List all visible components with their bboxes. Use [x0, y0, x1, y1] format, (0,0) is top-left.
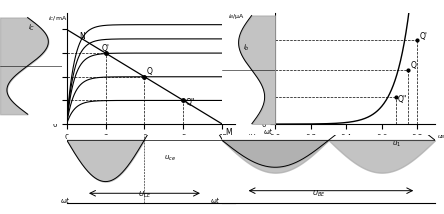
Text: Q': Q': [419, 32, 427, 41]
Y-axis label: $i_B$/μA: $i_B$/μA: [245, 59, 255, 78]
Text: $\omega t$: $\omega t$: [210, 195, 221, 205]
Text: $u_{ce}$: $u_{ce}$: [164, 154, 176, 163]
X-axis label: $u_{CE}$/V: $u_{CE}$/V: [141, 141, 161, 152]
Text: 100: 100: [230, 23, 244, 29]
Text: $I_B$=40 μA: $I_B$=40 μA: [230, 73, 261, 82]
Text: $U_{BE}$: $U_{BE}$: [312, 189, 325, 199]
Text: $i_C$: $i_C$: [28, 22, 35, 33]
Text: $u_1$: $u_1$: [392, 140, 401, 149]
Text: 80: 80: [230, 37, 239, 43]
Text: $\omega t$: $\omega t$: [60, 195, 71, 205]
Text: Q": Q": [398, 95, 407, 104]
Text: $\omega t$: $\omega t$: [263, 126, 274, 136]
Text: N: N: [79, 32, 85, 41]
Text: 100: 100: [230, 23, 244, 29]
Text: Q: Q: [147, 67, 153, 76]
Text: M: M: [225, 128, 232, 137]
Text: $i_b$: $i_b$: [243, 43, 250, 53]
Y-axis label: $i_C$/mA: $i_C$/mA: [41, 58, 51, 79]
Text: 60: 60: [230, 51, 239, 57]
Text: Q: Q: [410, 61, 416, 70]
Text: $i_C$/mA: $i_C$/mA: [48, 14, 67, 23]
Text: $u_{CE}$/V: $u_{CE}$/V: [238, 132, 256, 141]
Text: $i_B$/μA: $i_B$/μA: [228, 12, 245, 21]
Text: $u_{BE}$/V: $u_{BE}$/V: [437, 132, 444, 141]
Text: $U_{CE}$: $U_{CE}$: [138, 190, 151, 200]
Text: 60: 60: [230, 51, 239, 57]
Text: Q': Q': [102, 44, 110, 53]
X-axis label: $u_{BE}$/V: $u_{BE}$/V: [345, 141, 365, 152]
Text: 20 μA: 20 μA: [230, 99, 248, 104]
Text: Q": Q": [186, 98, 195, 107]
Text: 80: 80: [230, 37, 239, 43]
